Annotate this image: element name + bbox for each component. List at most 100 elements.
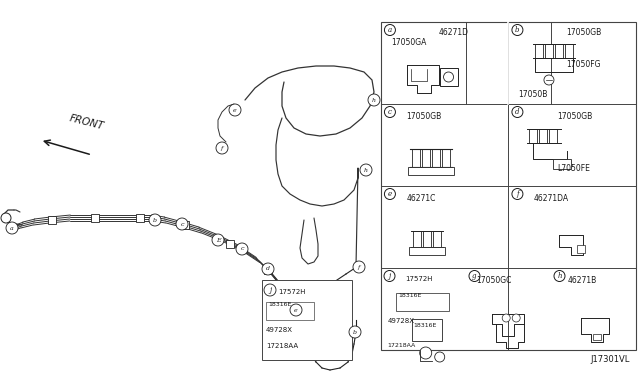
Bar xyxy=(422,231,431,247)
Text: L7050FE: L7050FE xyxy=(557,164,590,173)
Bar xyxy=(553,159,571,169)
Circle shape xyxy=(349,326,361,338)
Circle shape xyxy=(385,106,396,118)
Circle shape xyxy=(554,270,565,282)
Text: E: E xyxy=(216,237,220,243)
Circle shape xyxy=(149,214,161,226)
Circle shape xyxy=(360,164,372,176)
Bar xyxy=(412,149,420,167)
Bar xyxy=(549,129,557,143)
Circle shape xyxy=(420,347,432,359)
Text: b: b xyxy=(153,218,157,222)
Bar xyxy=(432,149,440,167)
Text: c: c xyxy=(180,221,184,227)
Circle shape xyxy=(435,352,445,362)
Bar xyxy=(293,308,301,316)
Text: c: c xyxy=(240,247,244,251)
Text: 17050GB: 17050GB xyxy=(557,112,592,121)
Text: 18316E: 18316E xyxy=(268,302,291,307)
Bar xyxy=(529,129,537,143)
Text: 49728X: 49728X xyxy=(266,327,293,333)
Circle shape xyxy=(368,94,380,106)
Text: 17218AA: 17218AA xyxy=(266,343,298,349)
Text: 17050FG: 17050FG xyxy=(566,60,600,69)
Circle shape xyxy=(512,25,523,35)
Circle shape xyxy=(229,104,241,116)
Text: h: h xyxy=(364,167,368,173)
Circle shape xyxy=(469,270,480,282)
Text: b: b xyxy=(353,330,357,334)
Text: 17050B: 17050B xyxy=(518,90,548,99)
Circle shape xyxy=(502,314,510,322)
Bar xyxy=(442,149,450,167)
Text: f: f xyxy=(221,145,223,151)
Bar xyxy=(264,266,272,274)
Circle shape xyxy=(236,243,248,255)
Text: c: c xyxy=(388,108,392,116)
Text: 17050GA: 17050GA xyxy=(391,38,427,47)
Circle shape xyxy=(1,213,11,223)
Bar xyxy=(555,44,563,58)
Circle shape xyxy=(512,189,523,199)
Bar xyxy=(440,68,458,86)
Bar xyxy=(412,319,442,341)
Text: h: h xyxy=(557,272,562,280)
Bar xyxy=(422,149,430,167)
Text: e: e xyxy=(388,190,392,198)
Circle shape xyxy=(176,218,188,230)
Bar xyxy=(181,221,189,229)
Circle shape xyxy=(212,234,224,246)
Bar xyxy=(226,240,234,248)
Text: 17050GB: 17050GB xyxy=(566,28,601,37)
Bar xyxy=(535,44,543,58)
Circle shape xyxy=(6,222,18,234)
Circle shape xyxy=(385,189,396,199)
Circle shape xyxy=(385,25,396,35)
Bar xyxy=(593,334,601,340)
Text: b: b xyxy=(515,26,520,34)
Bar xyxy=(396,293,449,311)
Bar xyxy=(408,247,445,255)
Bar xyxy=(413,231,420,247)
Text: 46271C: 46271C xyxy=(406,194,436,203)
Text: J17301VL: J17301VL xyxy=(591,355,630,364)
Text: d: d xyxy=(515,108,520,116)
Text: 17050GB: 17050GB xyxy=(406,112,442,121)
Circle shape xyxy=(216,142,228,154)
Text: g: g xyxy=(472,272,477,280)
Text: 49728X: 49728X xyxy=(388,318,415,324)
Text: 17572H: 17572H xyxy=(404,276,432,282)
Bar xyxy=(577,245,585,253)
Circle shape xyxy=(353,261,365,273)
Text: 46271B: 46271B xyxy=(568,276,597,285)
Circle shape xyxy=(264,284,276,296)
Circle shape xyxy=(444,72,454,82)
Bar xyxy=(91,214,99,222)
Bar xyxy=(48,216,56,224)
Text: 18316E: 18316E xyxy=(413,323,437,328)
Bar xyxy=(545,44,553,58)
Circle shape xyxy=(544,75,554,85)
Text: 17572H: 17572H xyxy=(278,289,305,295)
Text: 46271DA: 46271DA xyxy=(534,194,569,203)
Text: f: f xyxy=(516,190,519,198)
Text: j: j xyxy=(269,286,271,294)
Bar xyxy=(136,214,144,222)
Text: a: a xyxy=(10,225,14,231)
Circle shape xyxy=(262,263,274,275)
Text: h: h xyxy=(372,97,376,103)
Circle shape xyxy=(290,304,302,316)
Bar xyxy=(266,302,314,320)
Text: FRONT: FRONT xyxy=(68,114,105,132)
Text: a: a xyxy=(388,26,392,34)
Bar xyxy=(565,44,573,58)
Text: e: e xyxy=(294,308,298,312)
Bar xyxy=(262,280,352,360)
Bar xyxy=(539,129,547,143)
Text: 17050GC: 17050GC xyxy=(476,276,511,285)
Circle shape xyxy=(512,106,523,118)
Circle shape xyxy=(384,270,395,282)
Text: f: f xyxy=(358,264,360,269)
Bar xyxy=(381,22,636,350)
Text: j: j xyxy=(388,272,390,280)
